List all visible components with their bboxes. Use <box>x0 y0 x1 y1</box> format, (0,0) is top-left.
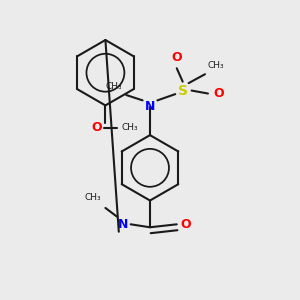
Text: CH₃: CH₃ <box>122 123 138 132</box>
Text: CH₃: CH₃ <box>105 82 122 91</box>
Text: CH₃: CH₃ <box>208 61 225 70</box>
Text: O: O <box>180 218 191 231</box>
Text: O: O <box>171 51 182 64</box>
Text: O: O <box>91 121 102 134</box>
Text: N: N <box>118 218 128 231</box>
Text: CH₃: CH₃ <box>84 193 101 202</box>
Text: N: N <box>145 100 155 113</box>
Text: S: S <box>178 84 188 98</box>
Text: O: O <box>213 87 224 100</box>
